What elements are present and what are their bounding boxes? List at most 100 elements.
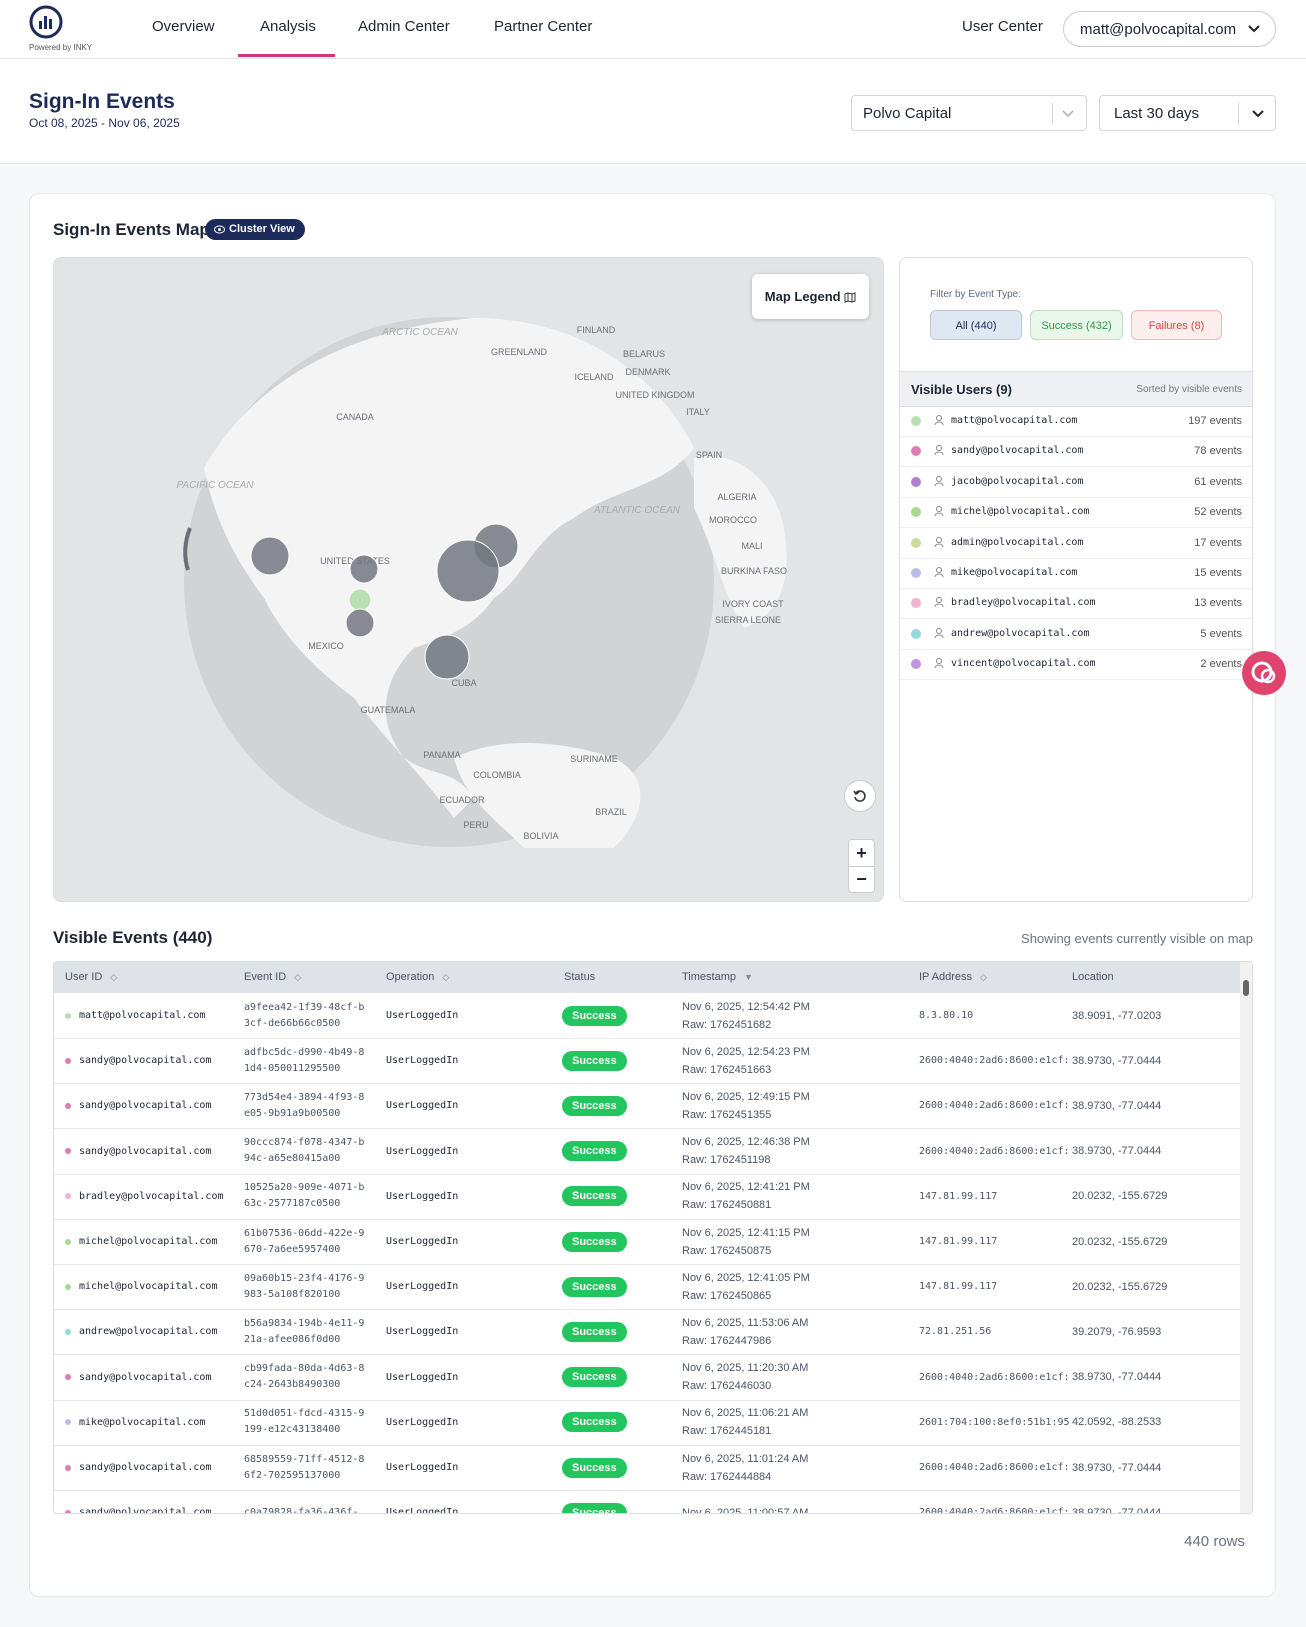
- user-row[interactable]: mike@polvocapital.com 15 events: [900, 558, 1252, 589]
- column-header[interactable]: Status: [564, 962, 595, 993]
- ip-address: 72.81.251.56: [919, 1326, 992, 1338]
- location: 38.9730, -77.0444: [1072, 1054, 1162, 1067]
- cluster[interactable]: [250, 536, 290, 576]
- period-select[interactable]: Last 30 days: [1099, 95, 1276, 131]
- user-icon: [934, 658, 944, 669]
- user-row[interactable]: bradley@polvocapital.com 13 events: [900, 588, 1252, 620]
- timestamp-raw: Raw: 1762450881: [682, 1199, 772, 1212]
- operation: UserLoggedIn: [386, 1010, 459, 1021]
- org-select[interactable]: Polvo Capital: [851, 95, 1087, 131]
- user-row[interactable]: andrew@polvocapital.com 5 events: [900, 619, 1252, 650]
- operation: UserLoggedIn: [386, 1055, 459, 1067]
- user-center-link[interactable]: User Center: [962, 18, 1043, 35]
- user-color-dot: [911, 507, 921, 518]
- user-row[interactable]: vincent@polvocapital.com 2 events: [900, 649, 1252, 681]
- map-label: BRAZIL: [595, 807, 627, 817]
- logo: [29, 5, 63, 39]
- cluster-view-button[interactable]: Cluster View: [205, 219, 305, 240]
- user-email: michel@polvocapital.com: [951, 506, 1090, 518]
- map[interactable]: ARCTIC OCEAN FINLAND GREENLAND BELARUS DENMA…: [53, 257, 884, 902]
- reset-icon: [853, 790, 866, 802]
- status-pill: Success: [562, 1502, 627, 1513]
- user-color-dot: [911, 537, 921, 548]
- map-label: BOLIVIA: [523, 831, 558, 841]
- events-table: User ID ◇ Event ID ◇ Operation ◇ Status Timesta…: [53, 961, 1253, 1514]
- map-label: CANADA: [336, 412, 374, 422]
- user-row[interactable]: sandy@polvocapital.com 78 events: [900, 436, 1252, 468]
- event-id: c0a79828-fa36-436f-: [244, 1506, 359, 1514]
- event-row: sandy@polvocapital.com c0a79828-fa36-436f…: [54, 1490, 1240, 1514]
- filter-failures[interactable]: Failures (8): [1131, 310, 1222, 340]
- nav-tab[interactable]: Admin Center: [358, 18, 450, 35]
- status-pill: Success: [562, 1276, 627, 1297]
- user-id: matt@polvocapital.com: [79, 1010, 206, 1021]
- operation: UserLoggedIn: [386, 1371, 459, 1383]
- chat-widget[interactable]: [1241, 650, 1287, 696]
- user-icon: [934, 597, 944, 608]
- cluster[interactable]: [424, 634, 470, 680]
- logo-caption: Powered by INKY: [29, 43, 93, 52]
- cell-event-id: 68589559-71ff-4512-86f2-702595137000: [244, 1445, 369, 1490]
- ip-address: 2600:4040:2ad6:8600:e1cf:9: [919, 1145, 1069, 1157]
- cell-location: 38.9091, -77.0203: [1072, 993, 1161, 1038]
- nav-tab[interactable]: Partner Center: [494, 18, 593, 35]
- zoom-in[interactable]: +: [849, 840, 874, 867]
- user-email: sandy@polvocapital.com: [951, 445, 1084, 457]
- column-header[interactable]: Operation ◇: [386, 962, 449, 993]
- user-row[interactable]: jacob@polvocapital.com 61 events: [900, 467, 1252, 498]
- cluster[interactable]: [436, 539, 500, 603]
- cell-location: 38.9730, -77.0444: [1072, 1355, 1161, 1400]
- timestamp-raw: Raw: 1762450865: [682, 1289, 772, 1302]
- cell-operation: UserLoggedIn: [386, 1264, 458, 1309]
- user-email: mike@polvocapital.com: [951, 567, 1078, 578]
- cell-ip: 2600:4040:2ad6:8600:e1cf:9: [919, 1490, 1069, 1513]
- cell-location: 20.0232, -155.6729: [1072, 1264, 1167, 1309]
- account-menu[interactable]: matt@polvocapital.com: [1063, 11, 1276, 47]
- column-header-label: Timestamp: [682, 971, 736, 983]
- cell-timestamp: Nov 6, 2025, 12:49:15 PM Raw: 1762451355: [682, 1083, 810, 1128]
- page-title: Sign-In Events: [29, 90, 175, 113]
- map-legend-button[interactable]: Map Legend: [752, 274, 869, 319]
- cell-user: sandy@polvocapital.com: [65, 1083, 211, 1128]
- cluster[interactable]: [348, 588, 372, 612]
- cell-location: 38.9730, -77.0444: [1072, 1129, 1161, 1174]
- cluster[interactable]: [349, 554, 379, 584]
- column-header[interactable]: Timestamp ▼: [682, 962, 753, 993]
- scrollbar[interactable]: [1240, 962, 1252, 1513]
- user-row[interactable]: matt@polvocapital.com 197 events: [900, 406, 1252, 437]
- user-icon: [934, 536, 944, 547]
- cell-ip: 147.81.99.117: [919, 1264, 1069, 1309]
- column-header[interactable]: User ID ◇: [65, 962, 117, 993]
- table-body: matt@polvocapital.com a9feea42-1f39-48cf-…: [54, 993, 1240, 1514]
- user-color-dot: [65, 1328, 71, 1335]
- user-icon-head: [936, 445, 942, 452]
- sort-icon: ◇: [294, 972, 302, 982]
- nav-tab[interactable]: Overview: [152, 18, 215, 35]
- cell-user: sandy@polvocapital.com: [65, 1129, 211, 1174]
- map-label: UNITED KINGDOM: [615, 390, 694, 400]
- reset-view-button[interactable]: [844, 780, 876, 812]
- user-row[interactable]: admin@polvocapital.com 17 events: [900, 528, 1252, 559]
- timestamp: Nov 6, 2025, 12:46:38 PM: [682, 1136, 810, 1149]
- user-id: bradley@polvocapital.com: [79, 1190, 224, 1202]
- nav-tab[interactable]: Analysis: [260, 18, 316, 35]
- user-email: andrew@polvocapital.com: [951, 627, 1090, 639]
- user-row[interactable]: michel@polvocapital.com 52 events: [900, 497, 1252, 529]
- location: 38.9091, -77.0203: [1072, 1009, 1162, 1022]
- column-header[interactable]: IP Address ◇: [919, 962, 987, 993]
- cell-user: sandy@polvocapital.com: [65, 1038, 211, 1083]
- ip-address: 147.81.99.117: [919, 1281, 998, 1293]
- column-header[interactable]: Event ID ◇: [244, 962, 301, 993]
- cluster[interactable]: [345, 608, 375, 638]
- user-color-dot: [65, 1238, 71, 1245]
- timestamp: Nov 6, 2025, 12:41:15 PM: [682, 1226, 810, 1239]
- cell-operation: UserLoggedIn: [386, 1219, 458, 1264]
- scrollbar-thumb[interactable]: [1243, 980, 1249, 996]
- timestamp-raw: Raw: 1762445181: [682, 1425, 772, 1438]
- filter-all[interactable]: All (440): [930, 310, 1022, 340]
- column-header[interactable]: Location: [1072, 962, 1114, 993]
- zoom-out[interactable]: −: [856, 869, 867, 889]
- map-label: MALI: [741, 541, 762, 551]
- user-icon-body: [934, 451, 944, 456]
- filter-success[interactable]: Success (432): [1030, 310, 1123, 340]
